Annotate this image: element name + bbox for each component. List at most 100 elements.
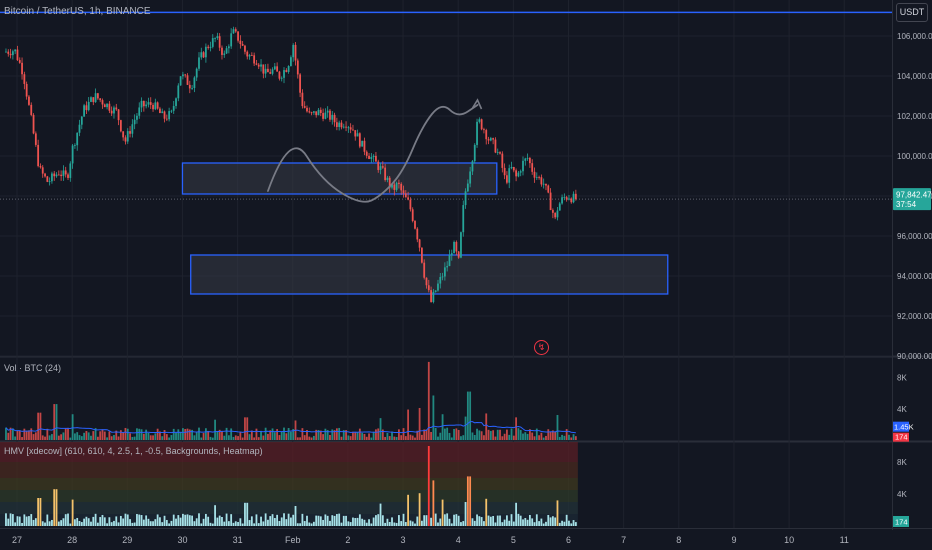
y-tick-label: 92,000.00 bbox=[897, 312, 932, 321]
candle-body bbox=[446, 266, 449, 268]
candle-body bbox=[129, 131, 131, 134]
y-tick-label: 106,000.00 bbox=[897, 32, 932, 41]
volume-bar bbox=[285, 433, 288, 440]
heatmap-volume-bar bbox=[90, 521, 92, 526]
candle-body bbox=[515, 170, 518, 177]
candle-body bbox=[358, 133, 361, 147]
volume-bar bbox=[375, 429, 377, 440]
volume-bar bbox=[64, 428, 67, 440]
volume-bar bbox=[168, 437, 171, 440]
volume-bar bbox=[342, 430, 345, 440]
heatmap-volume-bar bbox=[333, 515, 336, 526]
heatmap-volume-bar bbox=[32, 519, 35, 526]
volume-bar bbox=[234, 435, 237, 440]
candle-body bbox=[48, 181, 51, 183]
heatmap-volume-bar bbox=[478, 516, 481, 526]
heatmap-volume-bar bbox=[87, 518, 90, 526]
candle-body bbox=[292, 44, 295, 58]
heatmap-volume-bar bbox=[85, 516, 88, 526]
candle-body bbox=[345, 126, 347, 128]
volume-bar bbox=[554, 431, 557, 440]
heatmap-volume-bar bbox=[315, 515, 318, 526]
candle-body bbox=[227, 46, 230, 49]
candle-body bbox=[535, 177, 538, 178]
candle-body bbox=[90, 97, 92, 102]
candle-body bbox=[315, 111, 318, 116]
candle-body bbox=[416, 228, 419, 240]
volume-bar bbox=[402, 428, 405, 440]
lightning-icon[interactable]: ↯ bbox=[534, 340, 549, 355]
heatmap-volume-bar bbox=[126, 514, 129, 526]
heatmap-volume-bar bbox=[572, 520, 575, 526]
heatmap-volume-bar bbox=[16, 516, 19, 526]
heatmap-volume-bar bbox=[94, 513, 97, 526]
candle-body bbox=[303, 106, 306, 108]
candle-body bbox=[549, 192, 552, 211]
heatmap-volume-bar bbox=[558, 522, 561, 526]
heatmap-volume-bar bbox=[434, 513, 437, 526]
candle-body bbox=[211, 38, 214, 47]
heatmap-volume-bar bbox=[443, 514, 446, 526]
heatmap-volume-bar bbox=[179, 517, 182, 526]
heatmap-volume-bar bbox=[96, 522, 99, 526]
heatmap-volume-bar bbox=[464, 502, 467, 526]
heatmap-volume-bar bbox=[554, 517, 557, 526]
volume-bar bbox=[542, 437, 545, 440]
volume-bar bbox=[547, 429, 550, 440]
x-tick-label: 30 bbox=[177, 535, 187, 545]
volume-bar bbox=[161, 436, 164, 440]
candle-body bbox=[558, 203, 561, 211]
x-tick-label: 29 bbox=[122, 535, 132, 545]
heatmap-volume-bar bbox=[103, 517, 106, 526]
candle-body bbox=[434, 290, 437, 292]
volume-bar bbox=[119, 430, 122, 440]
volume-bar bbox=[170, 435, 173, 440]
volume-bar bbox=[267, 433, 269, 440]
candle-body bbox=[285, 70, 288, 72]
candle-body bbox=[455, 241, 458, 252]
heatmap-volume-bar bbox=[347, 521, 350, 526]
volume-bar bbox=[138, 428, 141, 440]
heatmap-volume-bar bbox=[5, 513, 7, 526]
volume-bar bbox=[25, 430, 28, 440]
projection-arrowhead bbox=[471, 98, 483, 110]
volume-bar bbox=[214, 419, 216, 440]
y-tick-label: 100,000.00 bbox=[897, 152, 932, 161]
heatmap-volume-bar bbox=[227, 521, 230, 526]
candle-body bbox=[377, 161, 380, 170]
heatmap-volume-bar bbox=[296, 523, 299, 526]
currency-button[interactable]: USDT bbox=[896, 3, 928, 22]
volume-bar bbox=[195, 432, 198, 440]
heatmap-volume-bars bbox=[5, 446, 577, 526]
heatmap-volume-bar bbox=[69, 523, 72, 526]
last-price-tag bbox=[893, 188, 931, 211]
y-tick-label: 94,000.00 bbox=[897, 272, 932, 281]
volume-bar bbox=[457, 430, 460, 440]
heatmap-volume-bar bbox=[563, 521, 566, 526]
volume-bar bbox=[165, 434, 168, 440]
y-tick-label: 90,000.00 bbox=[897, 352, 932, 361]
heatmap-volume-bar bbox=[407, 494, 410, 526]
heatmap-volume-bar bbox=[216, 517, 219, 526]
volume-bar bbox=[462, 435, 465, 440]
candle-body bbox=[51, 173, 53, 182]
volume-indicator-label[interactable]: Vol · BTC (24) bbox=[4, 363, 62, 373]
heatmap-volume-bar bbox=[204, 513, 207, 526]
volume-bar bbox=[489, 430, 492, 440]
symbol-title[interactable]: Bitcoin / TetherUS, 1h, BINANCE bbox=[4, 6, 151, 17]
hmv-indicator-label[interactable]: HMV [xdecow] (610, 610, 4, 2.5, 1, -0.5,… bbox=[4, 446, 263, 456]
heatmap-volume-bar bbox=[556, 500, 559, 526]
heatmap-volume-bar bbox=[547, 514, 550, 526]
volume-bar bbox=[522, 433, 524, 440]
volume-bar bbox=[356, 432, 359, 440]
volume-bar bbox=[71, 414, 74, 440]
candle-body bbox=[264, 68, 267, 74]
volume-bar bbox=[358, 428, 361, 440]
support-zones bbox=[0, 162, 892, 295]
heatmap-volume-bar bbox=[393, 522, 396, 526]
candle-body bbox=[430, 290, 432, 302]
volume-bar bbox=[556, 415, 559, 440]
candle-body bbox=[195, 68, 198, 78]
volume-bar bbox=[324, 428, 327, 440]
candle-body bbox=[85, 105, 88, 111]
